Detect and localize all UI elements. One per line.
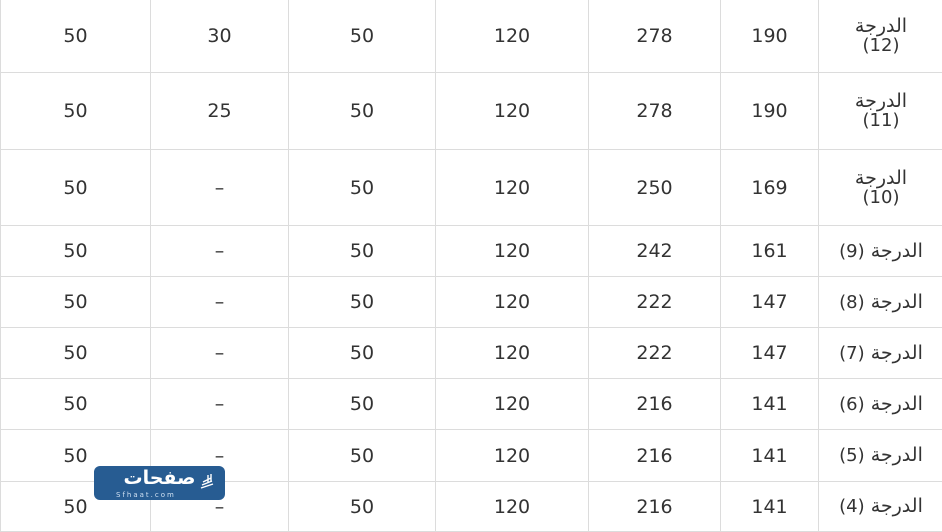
- table-cell: 120: [435, 276, 589, 328]
- grade-number: (10): [862, 186, 900, 208]
- table-row: 50–50 120 216 141 الدرجة (6): [0, 378, 942, 430]
- table-cell: 50: [0, 0, 151, 73]
- table-cell: 50: [0, 276, 151, 328]
- table-cell: 50: [288, 481, 436, 532]
- table-row: 50 25 50 120 278 190 الدرجة (11): [0, 72, 942, 150]
- grade-label: الدرجة: [854, 166, 908, 189]
- table-cell: 147: [720, 327, 819, 379]
- grade-label: الدرجة: [870, 444, 923, 466]
- logo-domain: Sfhaat.com: [116, 491, 176, 499]
- table-cell: 50: [288, 72, 436, 150]
- table-cell: 222: [588, 276, 721, 328]
- table-cell: 50: [288, 327, 436, 379]
- table-cell: 278: [588, 0, 721, 73]
- table-row: 50 30 50 120 278 190 الدرجة (12): [0, 0, 942, 73]
- table-cell: 242: [588, 225, 721, 277]
- table-cell: 120: [435, 225, 589, 277]
- grade-label: الدرجة: [870, 239, 923, 262]
- table-cell: 278: [588, 72, 721, 150]
- table-cell: 169: [720, 149, 819, 226]
- table-cell: 120: [435, 0, 589, 73]
- grade-cell: الدرجة (5): [818, 429, 942, 482]
- table-cell: 216: [588, 481, 721, 532]
- grade-cell: الدرجة (9): [818, 225, 942, 277]
- grade-cell: الدرجة (7): [818, 327, 942, 379]
- grade-label: الدرجة: [854, 90, 908, 112]
- grade-label: الدرجة: [854, 15, 908, 37]
- table-cell: –: [150, 327, 289, 379]
- table-cell: 216: [588, 378, 721, 430]
- grade-cell: الدرجة (11): [818, 72, 942, 150]
- table-row: 50–50 120 242 161 الدرجة (9): [0, 225, 942, 277]
- table-cell: 141: [720, 481, 819, 532]
- table-cell: 120: [435, 429, 589, 482]
- watermark-logo: صفحات Sfhaat.com: [94, 466, 225, 500]
- table-cell: 50: [288, 0, 436, 73]
- table-cell: 50: [288, 225, 436, 277]
- table-cell: –: [150, 225, 289, 277]
- table-cell: 50: [288, 378, 436, 430]
- grade-number: (7): [839, 342, 865, 364]
- logo-text: صفحات: [123, 467, 196, 489]
- table-row: 50–50 120 222 147 الدرجة (7): [0, 327, 942, 379]
- table-cell: 50: [0, 327, 151, 379]
- table-row: 50–50 120 216 141 الدرجة (5): [0, 429, 942, 482]
- grade-label: الدرجة: [870, 341, 923, 364]
- grade-label: الدرجة: [870, 392, 923, 415]
- table-cell: 50: [0, 149, 151, 226]
- table-cell: 120: [435, 378, 589, 430]
- table-cell: 30: [150, 0, 289, 73]
- grade-number: (11): [862, 110, 900, 131]
- grade-cell: الدرجة (10): [818, 149, 942, 226]
- grade-number: (5): [839, 445, 865, 466]
- table-cell: –: [150, 276, 289, 328]
- grade-cell: الدرجة (6): [818, 378, 942, 430]
- grade-cell: الدرجة (4): [818, 481, 942, 532]
- table-cell: 120: [435, 72, 589, 150]
- grade-number: (8): [839, 291, 865, 313]
- table-row: 50–50 120 250 169 الدرجة (10): [0, 149, 942, 226]
- table-cell: 147: [720, 276, 819, 328]
- table-cell: 120: [435, 149, 589, 226]
- table-cell: 190: [720, 72, 819, 150]
- table-cell: 222: [588, 327, 721, 379]
- grade-number: (4): [839, 496, 865, 517]
- table-cell: 141: [720, 429, 819, 482]
- table-cell: 141: [720, 378, 819, 430]
- table-cell: –: [150, 378, 289, 430]
- table-cell: 190: [720, 0, 819, 73]
- table-cell: 50: [288, 276, 436, 328]
- table-cell: 50: [0, 225, 151, 277]
- table-cell: 161: [720, 225, 819, 277]
- table-cell: 50: [0, 72, 151, 150]
- grade-number: (12): [862, 35, 900, 56]
- grade-number: (9): [839, 240, 865, 262]
- table-cell: 120: [435, 327, 589, 379]
- table-row: 50–50 120 222 147 الدرجة (8): [0, 276, 942, 328]
- table-cell: 216: [588, 429, 721, 482]
- table-cell: 50: [0, 378, 151, 430]
- grade-number: (6): [839, 393, 865, 415]
- grade-label: الدرجة: [870, 290, 923, 313]
- table-cell: –: [150, 149, 289, 226]
- book-icon: [200, 474, 214, 489]
- grade-cell: الدرجة (12): [818, 0, 942, 73]
- table-cell: 50: [288, 149, 436, 226]
- table-cell: 50: [288, 429, 436, 482]
- table-cell: 25: [150, 72, 289, 150]
- table-cell: 120: [435, 481, 589, 532]
- grade-label: الدرجة: [870, 495, 923, 517]
- table-cell: 250: [588, 149, 721, 226]
- grade-cell: الدرجة (8): [818, 276, 942, 328]
